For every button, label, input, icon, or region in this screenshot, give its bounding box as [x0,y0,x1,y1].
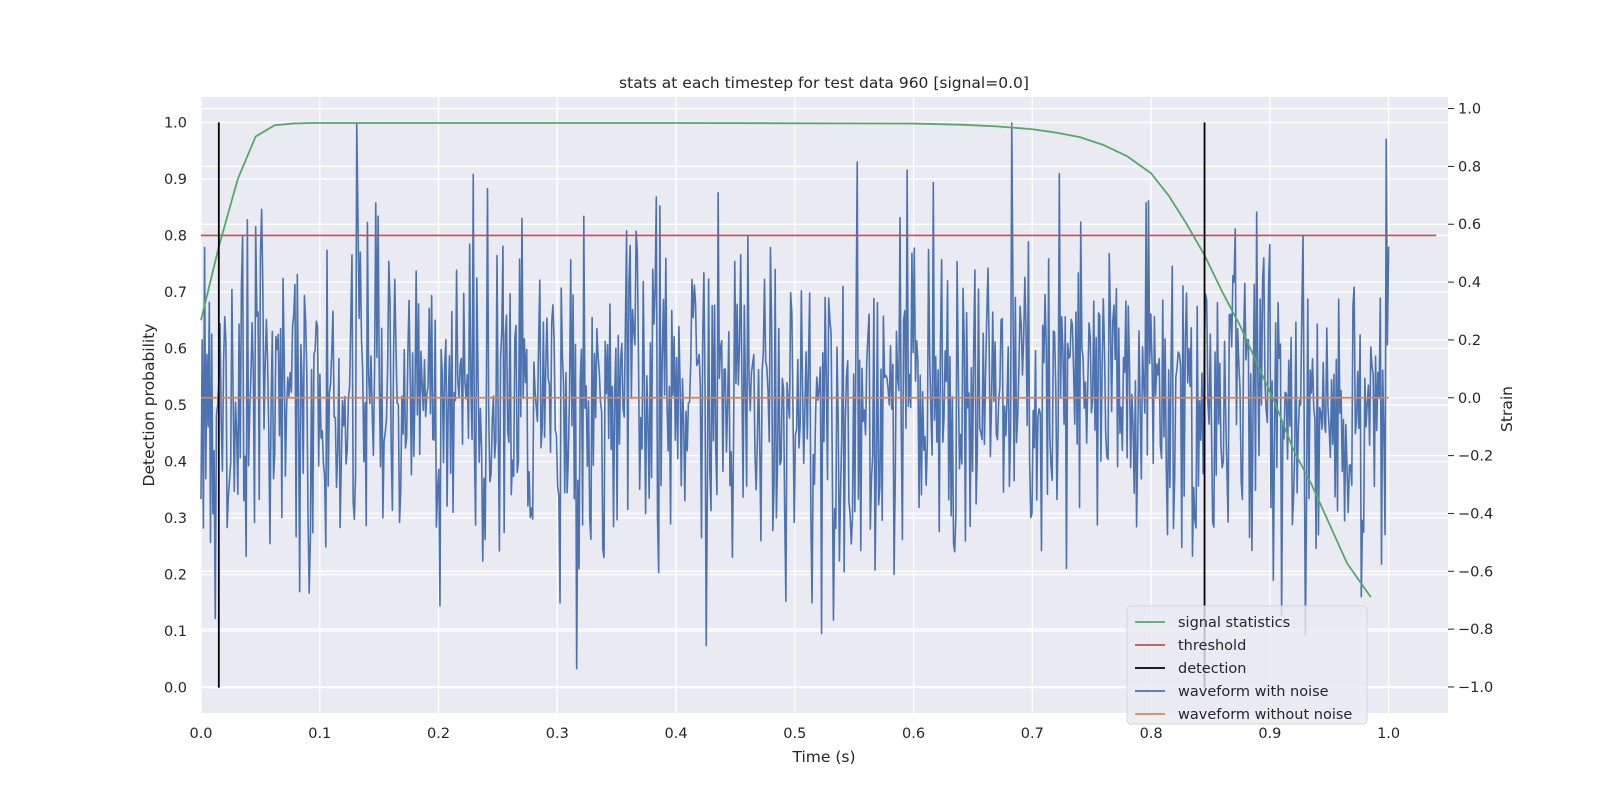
x-tick-label: 0.9 [1258,726,1281,742]
x-tick-label: 0.7 [1021,726,1044,742]
legend-label: signal statistics [1178,615,1290,631]
y-right-tick-label: 1.0 [1458,102,1481,118]
y-left-tick-label: 0.3 [164,511,187,527]
y-left-tick-label: 1.0 [164,115,187,131]
legend-label: detection [1178,661,1246,677]
x-axis-label: Time (s) [791,748,855,766]
y-right-tick-label: −0.8 [1458,622,1493,638]
legend-label: threshold [1178,638,1246,654]
x-tick-label: 0.8 [1140,726,1163,742]
y-left-tick-label: 0.5 [164,398,187,414]
y-left-tick-label: 0.9 [164,172,187,188]
y-left-tick-label: 0.4 [164,455,187,471]
y-right-tick-label: 0.2 [1458,333,1481,349]
x-tick-label: 0.3 [546,726,569,742]
x-tick-label: 1.0 [1377,726,1400,742]
y-left-tick-label: 0.1 [164,624,187,640]
x-tick-label: 0.4 [665,726,688,742]
x-axis: 0.0 0.1 0.2 0.3 0.4 0.5 0.6 0.7 0.8 0.9 1.0 [189,726,1400,742]
y-left-tick-label: 0.6 [164,341,187,357]
y-left-tick-label: 0.0 [164,681,187,697]
y-axis-label-right: Strain [1498,386,1516,432]
x-tick-label: 0.0 [189,726,212,742]
x-tick-label: 0.1 [308,726,331,742]
y-left-tick-label: 0.2 [164,568,187,584]
y-right-tick-label: 0.0 [1458,391,1481,407]
y-right-tick-label: −0.4 [1458,506,1493,522]
legend-label: waveform without noise [1178,707,1352,723]
chart-title: stats at each timestep for test data 960… [619,74,1029,92]
y-right-tick-label: 0.8 [1458,159,1481,175]
y-axis-right: −1.0 −0.8 −0.6 −0.4 −0.2 0.0 0.2 0.4 0.6 0.8 1.0 [1448,102,1493,696]
y-left-tick-label: 0.7 [164,285,187,301]
legend-label: waveform with noise [1178,684,1329,700]
y-right-tick-label: 0.6 [1458,217,1481,233]
y-axis-left: 0.0 0.1 0.2 0.3 0.4 0.5 0.6 0.7 0.8 0.9 1.0 [164,115,187,696]
y-right-tick-label: −0.6 [1458,564,1493,580]
x-tick-label: 0.6 [902,726,925,742]
x-tick-label: 0.5 [783,726,806,742]
y-right-tick-label: −0.2 [1458,449,1493,465]
y-right-tick-label: 0.4 [1458,275,1481,291]
y-left-tick-label: 0.8 [164,228,187,244]
y-axis-label-left: Detection probability [140,324,158,487]
legend: signal statistics threshold detection wavef… [1127,606,1367,724]
x-tick-label: 0.2 [427,726,450,742]
y-right-tick-label: −1.0 [1458,680,1493,696]
